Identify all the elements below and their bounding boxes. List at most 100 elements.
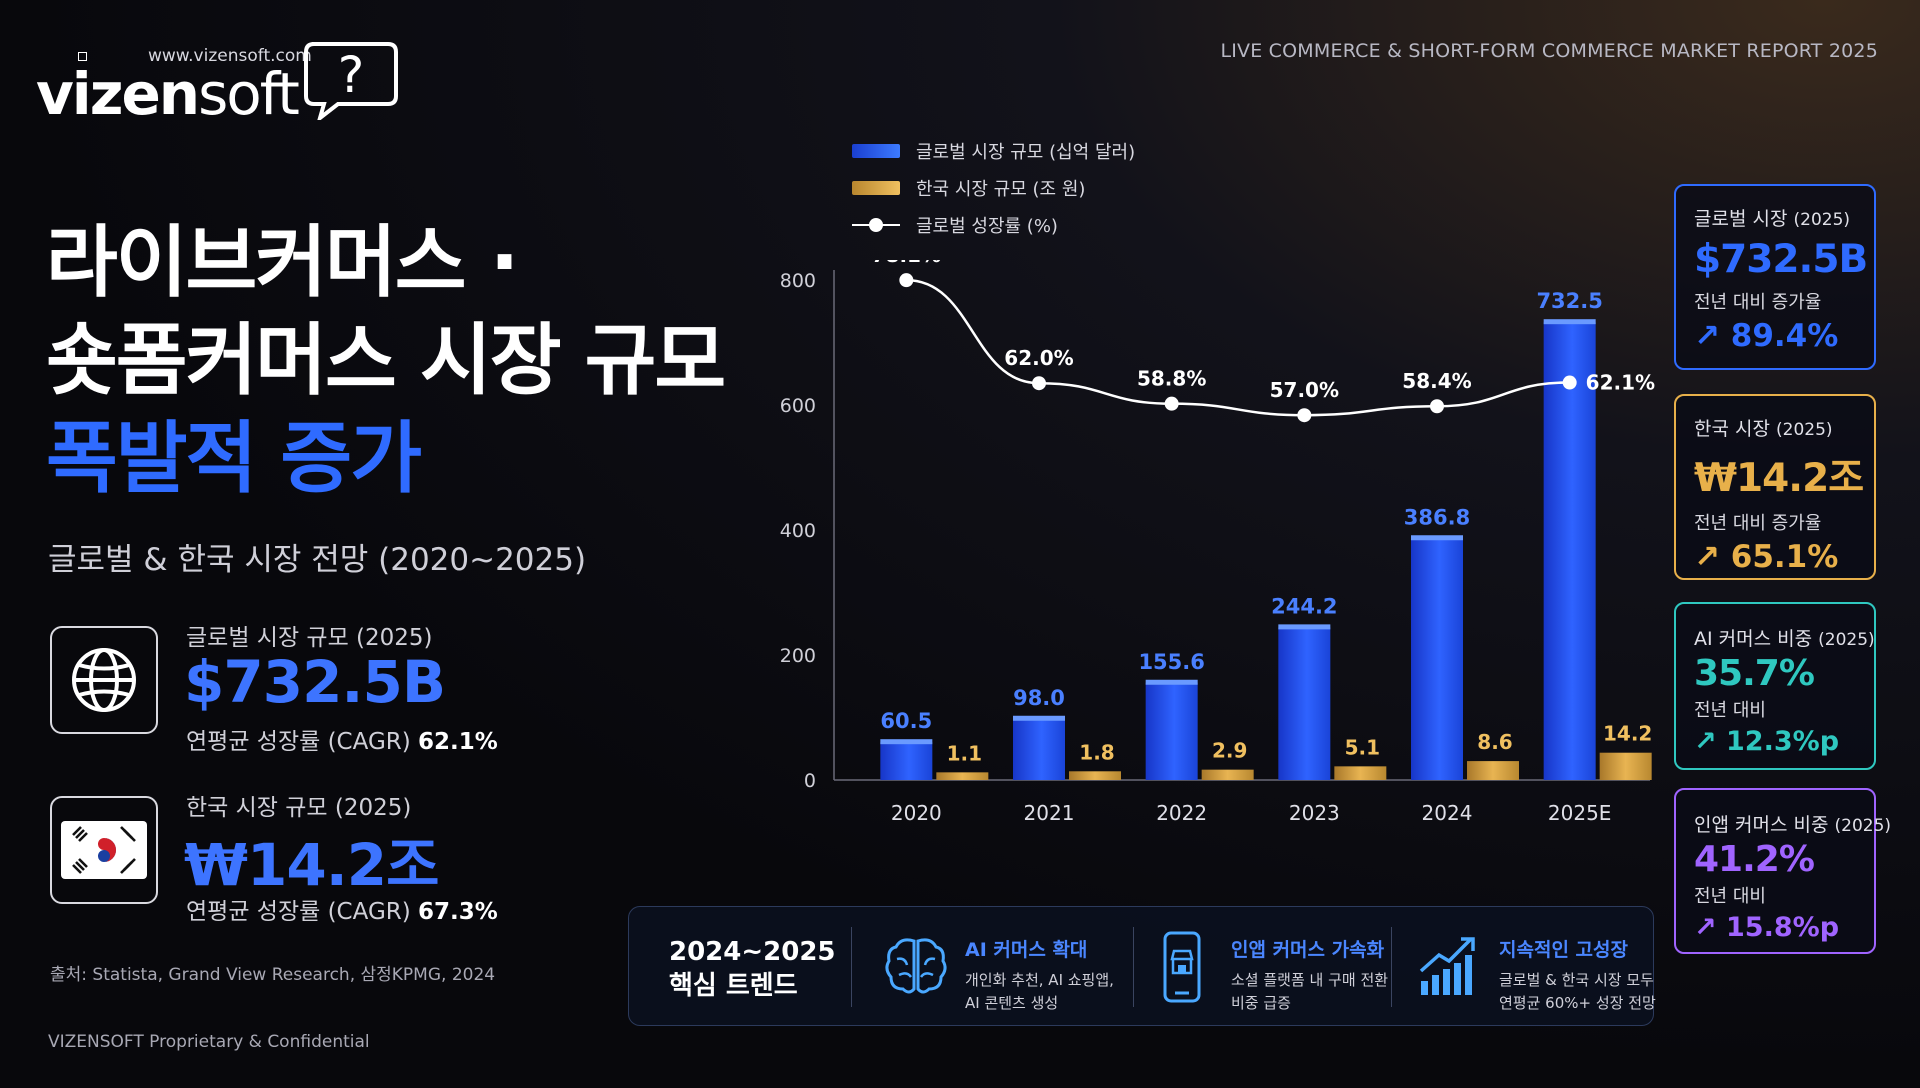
hero-title: 라이브커머스 · 숏폼커머스 시장 규모 폭발적 증가 [46, 214, 726, 508]
chart-legend: 글로벌 시장 규모 (십억 달러) 한국 시장 규모 (조 원) 글로벌 성장률… [852, 132, 1135, 243]
bar-global-cap [880, 739, 933, 745]
growth-chart-icon [1419, 937, 1475, 995]
trends-divider [1391, 927, 1392, 1007]
bar-korea-label: 5.1 [1345, 735, 1380, 759]
legend-item-global: 글로벌 시장 규모 (십억 달러) [852, 132, 1135, 169]
stat-korea-cagr: 연평균 성장률 (CAGR) 67.3% [186, 899, 498, 925]
stat-korea: 한국 시장 규모 (2025) ₩14.2조 연평균 성장률 (CAGR) 67… [50, 795, 498, 925]
speech-bubble-icon: ? [304, 42, 398, 120]
y-tick-label: 200 [780, 645, 816, 667]
market-chart: 800 600 400 200 0 60.5 1.1 2020 98.0 1.8 2021 155.6… [780, 260, 1655, 825]
legend-label-global: 글로벌 시장 규모 (십억 달러) [916, 141, 1136, 163]
bar-korea [1334, 766, 1387, 780]
bar-global-label: 386.8 [1404, 505, 1470, 529]
bar-global-cap [1278, 624, 1331, 630]
bar-global [1013, 718, 1065, 780]
legend-item-korea: 한국 시장 규모 (조 원) [852, 169, 1135, 206]
globe-icon-box [50, 626, 158, 734]
bar-korea-label: 14.2 [1603, 722, 1652, 746]
growth-point [1164, 396, 1179, 411]
bar-global [1278, 627, 1331, 780]
bar-global [1411, 538, 1463, 780]
legend-item-growth: 글로벌 성장률 (%) [852, 206, 1135, 243]
stat-global: 글로벌 시장 규모 (2025) $732.5B 연평균 성장률 (CAGR) … [50, 625, 498, 755]
growth-label: 57.0% [1270, 378, 1339, 402]
growth-point [1562, 375, 1577, 390]
bar-korea [1069, 771, 1121, 780]
x-tick-label: 2022 [1156, 801, 1207, 825]
confidential-note: VIZENSOFT Proprietary & Confidential [48, 1032, 370, 1052]
stat-global-value: $732.5B [184, 648, 446, 716]
report-title: LIVE COMMERCE & SHORT-FORM COMMERCE MARK… [1220, 40, 1878, 62]
card-global-sub: 전년 대비 증가율 [1694, 292, 1822, 313]
bar-korea [1467, 761, 1519, 780]
x-tick-label: 2024 [1422, 801, 1473, 825]
bar-korea [1599, 752, 1652, 780]
card-inapp-growth: ↗ 15.8%p [1694, 912, 1840, 943]
smartphone-store-icon [1163, 931, 1201, 1003]
hero-line-1: 라이브커머스 · [46, 218, 519, 308]
card-inapp-value: 41.2% [1694, 839, 1815, 880]
trend-ai-desc: 개인화 추천, AI 쇼핑앱, AI 콘텐츠 생성 [965, 971, 1114, 1012]
legend-label-growth: 글로벌 성장률 (%) [916, 215, 1058, 237]
globe-icon [72, 648, 136, 712]
growth-label: 62.0% [1004, 346, 1073, 370]
card-korea: 한국 시장 (2025) ₩14.2조 전년 대비 증가율 ↗ 65.1% [1674, 394, 1876, 580]
bar-korea-label: 1.1 [947, 741, 982, 765]
bar-korea-label: 8.6 [1477, 730, 1512, 754]
bar-global [1145, 682, 1198, 780]
trend-inapp-desc: 소셜 플랫폼 내 구매 전환 비중 급증 [1231, 971, 1389, 1012]
legend-swatch-line [852, 217, 900, 232]
card-korea-value: ₩14.2조 [1694, 456, 1864, 501]
y-tick-label: 0 [804, 770, 816, 792]
korea-flag-icon-box [50, 796, 158, 904]
growth-label: 58.8% [1137, 367, 1206, 391]
bar-global-label: 60.5 [880, 709, 932, 733]
trend-growth-desc: 글로벌 & 한국 시장 모두 연평균 60%+ 성장 전망 [1499, 971, 1656, 1012]
hero-line-2: 숏폼커머스 시장 규모 [46, 316, 726, 406]
y-tick-label: 600 [780, 395, 816, 417]
card-global-value: $732.5B [1694, 237, 1868, 282]
bar-global-label: 155.6 [1138, 650, 1204, 674]
growth-line [906, 278, 1570, 417]
trend-growth-title: 지속적인 고성장 [1499, 939, 1628, 961]
bar-global-cap [1013, 715, 1065, 721]
bar-global-cap [1411, 535, 1463, 541]
stat-korea-value: ₩14.2조 [184, 831, 439, 899]
stat-global-cagr: 연평균 성장률 (CAGR) 62.1% [186, 729, 498, 755]
card-global-title: 글로벌 시장 (2025) [1694, 208, 1851, 230]
hero-line-3: 폭발적 증가 [46, 414, 422, 504]
x-tick-label: 2021 [1024, 801, 1075, 825]
logo-light-part: soft [198, 60, 300, 128]
korea-flag-icon [61, 821, 147, 879]
card-ai-commerce: AI 커머스 비중 (2025) 35.7% 전년 대비 ↗ 12.3%p [1674, 602, 1876, 770]
card-inapp-commerce: 인앱 커머스 비중 (2025) 41.2% 전년 대비 ↗ 15.8%p [1674, 788, 1891, 954]
card-korea-growth: ↗ 65.1% [1694, 539, 1839, 575]
trend-ai-title: AI 커머스 확대 [965, 939, 1088, 961]
card-inapp-sub: 전년 대비 [1694, 886, 1766, 907]
bar-korea [1201, 769, 1254, 780]
stat-global-label: 글로벌 시장 규모 (2025) [186, 625, 433, 651]
growth-point [1032, 376, 1046, 391]
logo-question-mark: ? [338, 46, 365, 104]
legend-label-korea: 한국 시장 규모 (조 원) [916, 178, 1086, 200]
growth-point [1297, 408, 1312, 423]
growth-label: 62.1% [1586, 371, 1655, 395]
source-note: 출처: Statista, Grand View Research, 삼정KPM… [50, 965, 496, 985]
card-ai-sub: 전년 대비 [1694, 700, 1766, 721]
card-global-growth: ↗ 89.4% [1694, 318, 1839, 354]
growth-label: 58.4% [1402, 369, 1471, 393]
card-ai-value: 35.7% [1694, 653, 1815, 694]
trends-divider [851, 927, 852, 1007]
bar-korea [936, 772, 989, 780]
vizensoft-logo[interactable]: www.vizensoft.com vizensoft ? [36, 40, 398, 130]
logo-bold-part: vizen [36, 60, 200, 128]
bar-korea-label: 2.9 [1212, 739, 1247, 763]
hero-subtitle: 글로벌 & 한국 시장 전망 (2020~2025) [48, 542, 587, 578]
card-korea-sub: 전년 대비 증가율 [1694, 513, 1822, 534]
bar-global-cap [1543, 319, 1596, 325]
logo-wordmark: vizensoft [36, 60, 300, 128]
card-ai-growth: ↗ 12.3%p [1694, 726, 1840, 757]
bar-global [1543, 322, 1596, 780]
bar-global-label: 98.0 [1013, 686, 1065, 710]
